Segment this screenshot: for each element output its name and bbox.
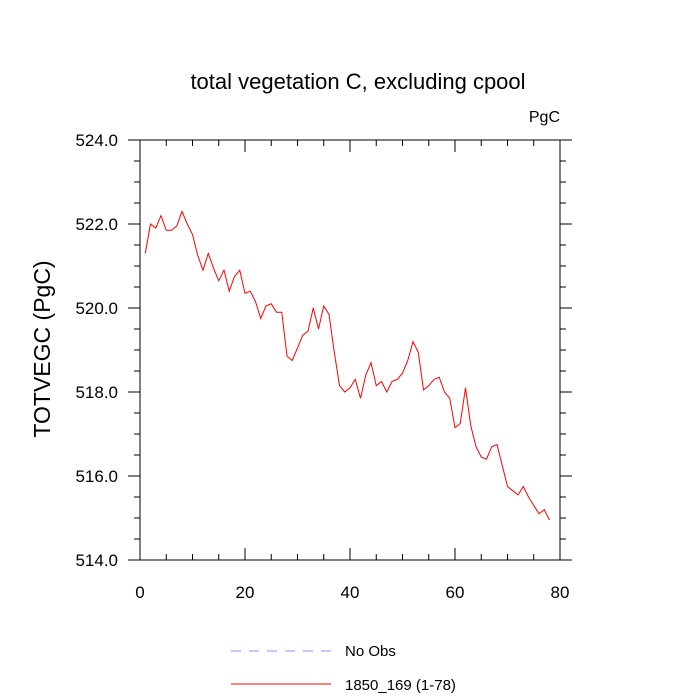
legend-label-no-obs: No Obs: [345, 643, 396, 660]
x-tick-label: 20: [236, 583, 255, 602]
series-line-1850-169-1-78: [144, 210, 550, 521]
axis-tick-labels: 0 20 40 60 80 514.0 516.0 518.0 520.0 522.0 524.0: [75, 131, 569, 602]
plot-frame: [139, 139, 561, 561]
chart-title: total vegetation C, excluding cpool: [190, 69, 525, 94]
y-tick-label: 514.0: [75, 551, 118, 570]
y-tick-label: 524.0: [75, 131, 118, 150]
x-tick-label: 60: [446, 583, 465, 602]
x-tick-label: 40: [341, 583, 360, 602]
legend: No Obs 1850_169 (1-78): [231, 643, 456, 694]
y-tick-label: 518.0: [75, 383, 118, 402]
legend-label-1850-169: 1850_169 (1-78): [345, 677, 456, 694]
axis-ticks: [128, 139, 572, 561]
units-label: PgC: [529, 109, 560, 126]
y-tick-label: 522.0: [75, 215, 118, 234]
series-layer: [144, 210, 550, 521]
x-tick-label: 80: [551, 583, 570, 602]
y-tick-label: 520.0: [75, 299, 118, 318]
y-axis-label: TOTVEGC (PgC): [29, 260, 55, 437]
x-tick-label: 0: [135, 583, 144, 602]
y-tick-label: 516.0: [75, 467, 118, 486]
